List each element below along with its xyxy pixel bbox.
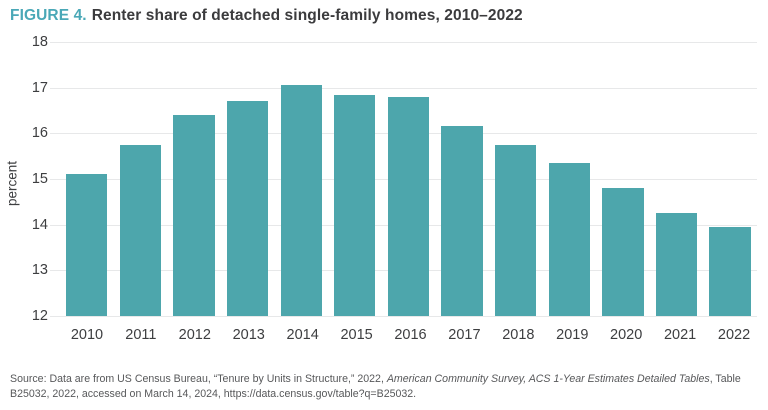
y-tick-13: 13 xyxy=(31,262,48,279)
plot-area xyxy=(50,42,757,317)
gridline-12 xyxy=(50,316,757,317)
y-tick-15: 15 xyxy=(31,171,48,187)
x-tick-2012: 2012 xyxy=(178,327,211,343)
bar-2017 xyxy=(441,126,483,316)
bar-2016 xyxy=(387,96,430,316)
x-tick-2011: 2011 xyxy=(125,327,157,343)
bar-2013 xyxy=(227,101,269,316)
x-tick-2017: 2017 xyxy=(448,327,481,343)
bar-slot-2015 xyxy=(328,42,382,316)
bar-series xyxy=(60,42,757,316)
x-tick-2013: 2013 xyxy=(232,327,265,343)
x-axis-tick-labels: 2010 2011 2012 2013 2014 2015 2016 2017 2018 2019… xyxy=(60,327,761,343)
source-note: Source: Data are from US Census Bureau, … xyxy=(10,372,758,402)
x-tick-2016: 2016 xyxy=(394,327,427,343)
y-tick-17: 17 xyxy=(31,79,48,96)
x-tick-2022: 2022 xyxy=(717,327,751,343)
bar-slot-2014 xyxy=(274,42,328,316)
x-tick-2021: 2021 xyxy=(663,327,697,343)
figure-number-label: FIGURE 4. xyxy=(10,7,87,24)
source-text-regular: , Table B25032, 2022, accessed on March … xyxy=(10,373,741,400)
x-tick-2020: 2020 xyxy=(610,327,643,343)
bar-slot-2019 xyxy=(542,42,596,316)
bar-slot-2016 xyxy=(382,42,436,316)
x-tick-2019: 2019 xyxy=(556,327,589,343)
bar-slot-2010 xyxy=(60,42,114,316)
y-tick-12: 12 xyxy=(31,308,48,324)
figure-title-text: Renter share of detached single-family h… xyxy=(91,7,523,24)
gridline-17 xyxy=(50,87,757,89)
bar-slot-2012 xyxy=(167,42,221,316)
y-tick-18: 18 xyxy=(31,34,48,50)
bar-2018 xyxy=(495,144,537,316)
bar-2019 xyxy=(548,163,590,316)
bar-2020 xyxy=(602,188,644,316)
x-tick-2018: 2018 xyxy=(502,327,535,343)
bar-slot-2022 xyxy=(703,42,757,316)
x-tick-2010: 2010 xyxy=(70,327,104,343)
bar-2021 xyxy=(655,213,698,316)
bar-slot-2021 xyxy=(650,42,704,316)
bar-2015 xyxy=(334,94,376,316)
bar-2012 xyxy=(173,115,215,316)
bar-2022 xyxy=(709,226,751,316)
bar-2014 xyxy=(280,85,322,316)
bar-2010 xyxy=(66,174,108,316)
source-text-italic: American Community Survey, ACS 1-Year Es… xyxy=(386,373,710,385)
gridline-18 xyxy=(50,42,757,43)
bar-slot-2017 xyxy=(435,42,489,316)
x-tick-2015: 2015 xyxy=(340,327,373,343)
x-tick-2014: 2014 xyxy=(286,327,319,343)
source-text-regular: Source: Data are from US Census Bureau, … xyxy=(10,373,387,385)
y-tick-14: 14 xyxy=(31,216,48,233)
y-tick-16: 16 xyxy=(31,125,48,142)
bar-2011 xyxy=(119,144,162,316)
bar-slot-2018 xyxy=(489,42,543,316)
bar-slot-2013 xyxy=(221,42,275,316)
bar-slot-2011 xyxy=(114,42,168,316)
bar-slot-2020 xyxy=(596,42,650,316)
figure-title: FIGURE 4. Renter share of detached single… xyxy=(10,7,523,25)
